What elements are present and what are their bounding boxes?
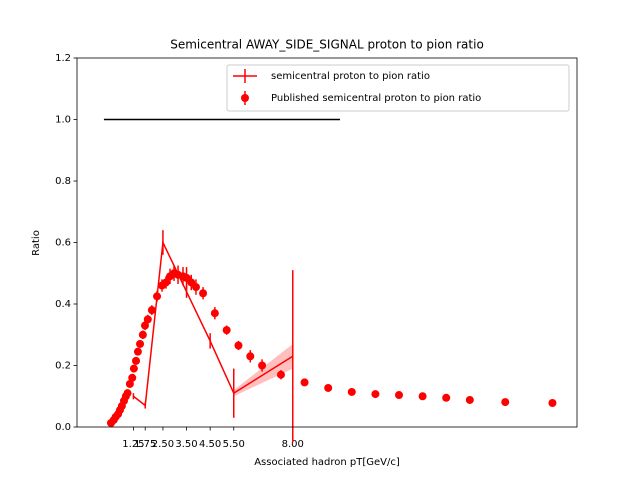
point [300,378,309,387]
point [153,292,162,301]
point [324,383,333,392]
y-tick-label: 0.0 [55,422,71,433]
x-tick-label: 3.50 [175,439,197,450]
point [210,309,219,318]
y-tick-label: 0.6 [55,238,71,249]
point [442,393,451,402]
x-tick-label: 1.75 [134,439,156,450]
point [418,392,427,401]
point [222,326,231,335]
point [501,398,510,407]
y-tick-label: 0.8 [55,176,71,187]
legend-label: semicentral proton to pion ratio [271,71,430,82]
point [548,399,557,408]
x-axis-label: Associated hadron pT[GeV/c] [254,457,400,468]
point [465,395,474,404]
point [258,361,267,370]
y-tick-label: 1.2 [55,53,71,64]
point [143,315,152,324]
point [128,373,137,382]
point [138,330,147,339]
x-tick-label: 1.25 [122,439,144,450]
point [133,347,142,356]
point [371,390,380,399]
point [147,306,156,315]
x-tick-label: 8.00 [282,439,304,450]
legend-label: Published semicentral proton to pion rat… [271,93,481,104]
point [123,389,132,398]
point [136,339,145,348]
point [199,289,208,298]
y-tick-label: 0.2 [55,361,71,372]
point [276,370,285,379]
point [191,283,200,292]
point [129,364,138,373]
point [125,379,134,388]
legend-box [226,64,570,112]
point [347,387,356,396]
x-tick-label: 4.50 [199,439,221,450]
line [132,239,294,407]
point [234,341,243,350]
y-tick-label: 0.4 [55,299,71,310]
x-tick-label: 5.50 [223,439,245,450]
point [132,356,141,365]
y-tick-label: 1.0 [55,115,71,126]
legend-marker [241,94,249,102]
point [395,391,404,400]
point [246,352,255,361]
point [161,278,170,287]
y-axis-label: Ratio [31,230,42,256]
x-tick-label: 2.50 [152,439,174,450]
axes-frame [76,57,578,428]
point [140,321,149,330]
chart-title: Semicentral AWAY_SIDE_SIGNAL proton to p… [170,38,484,52]
